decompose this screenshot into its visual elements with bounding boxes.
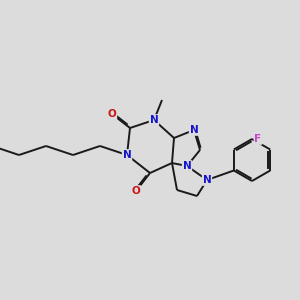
Text: F: F [254,134,262,144]
Text: N: N [183,161,191,171]
Text: N: N [150,115,158,125]
Text: N: N [202,175,211,185]
Text: N: N [123,150,131,160]
Text: O: O [108,109,116,119]
Text: N: N [190,125,198,135]
Text: O: O [132,186,140,196]
